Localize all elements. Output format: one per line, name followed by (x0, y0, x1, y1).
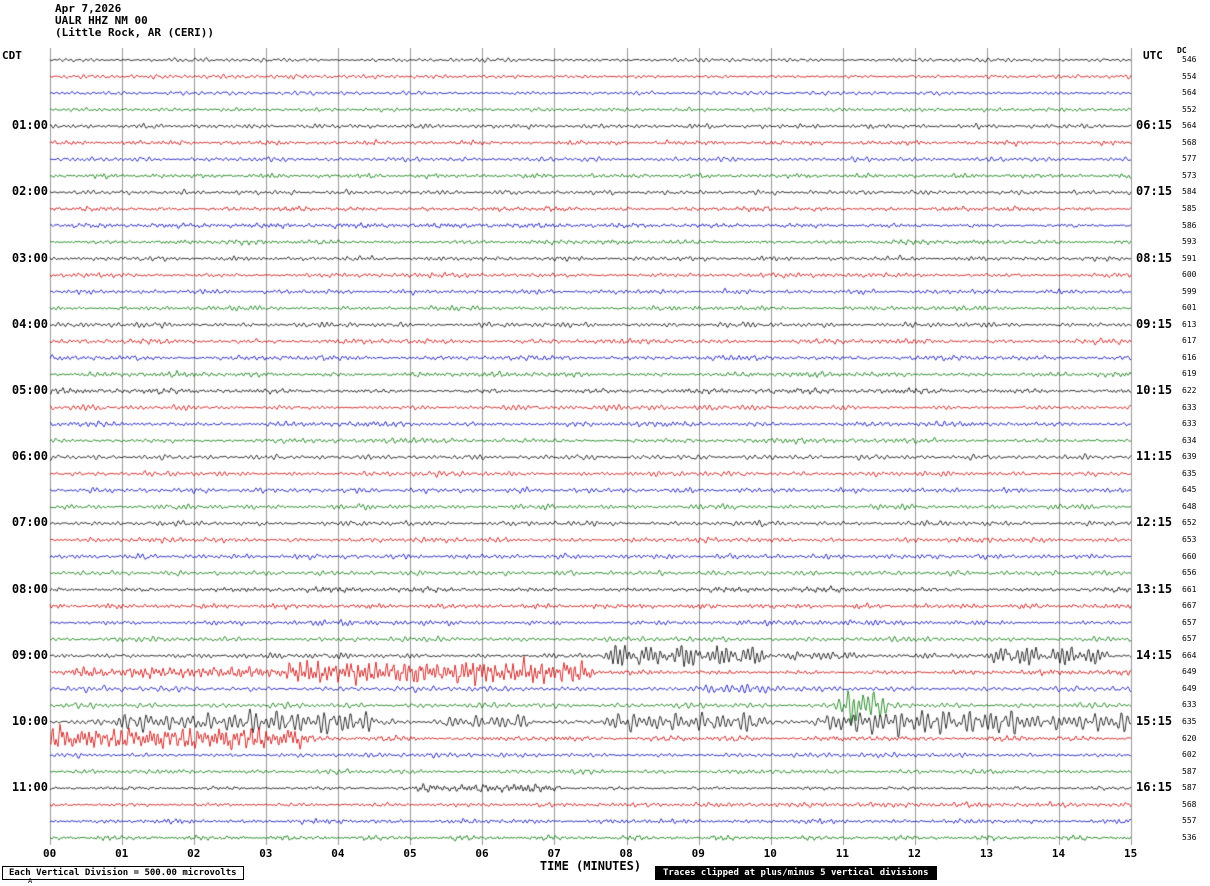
hour-label-right: 11:15 (1136, 449, 1173, 464)
x-tick-label: 01 (115, 847, 129, 860)
x-axis-title: TIME (MINUTES) (539, 859, 642, 873)
dc-value: 602 (1182, 750, 1197, 760)
x-tick-label: 14 (1051, 847, 1066, 860)
dc-value: 639 (1182, 452, 1197, 462)
x-tick-label: 12 (907, 847, 922, 860)
hour-label-right: 06:15 (1136, 118, 1173, 133)
dc-value: 660 (1182, 551, 1197, 561)
dc-value: 634 (1182, 435, 1197, 445)
dc-value: 656 (1182, 568, 1197, 578)
hour-label-right: 07:15 (1136, 184, 1173, 199)
hour-label-left: 02:00 (11, 184, 48, 199)
x-tick-label: 02 (187, 847, 201, 860)
dc-value: 620 (1182, 733, 1197, 743)
dc-value: 633 (1182, 402, 1197, 412)
dc-value: 635 (1182, 468, 1197, 478)
dc-value: 564 (1182, 121, 1197, 131)
dc-value: 661 (1182, 584, 1197, 594)
dc-value: 546 (1182, 55, 1197, 64)
x-tick-label: 07 (547, 847, 561, 860)
dc-value: 622 (1182, 386, 1197, 395)
dc-value: 573 (1182, 170, 1197, 180)
dc-value: 536 (1182, 832, 1197, 842)
dc-value: 619 (1182, 369, 1197, 379)
hour-label-right: 16:15 (1136, 780, 1173, 795)
hour-label-right: 14:15 (1136, 647, 1173, 662)
dc-value: 653 (1182, 534, 1197, 544)
dc-value: 657 (1182, 634, 1197, 644)
hour-label-right: 10:15 (1136, 383, 1173, 397)
dc-value: 633 (1182, 419, 1197, 429)
x-tick-label: 04 (331, 847, 345, 860)
x-tick-label: 05 (403, 847, 417, 860)
dc-value: 649 (1182, 667, 1197, 677)
dc-value: 554 (1182, 71, 1197, 81)
x-tick-label: 00 (43, 847, 57, 860)
hour-label-right: 08:15 (1136, 250, 1173, 265)
x-tick-label: 10 (763, 847, 777, 860)
hour-label-right: 13:15 (1136, 581, 1173, 596)
dc-value: 648 (1182, 501, 1197, 511)
x-tick-label: 03 (259, 847, 273, 860)
dc-value: 568 (1182, 799, 1197, 809)
hour-label-left: 10:00 (11, 714, 48, 728)
dc-value: 635 (1182, 717, 1197, 726)
x-tick-label: 09 (691, 847, 705, 860)
hour-label-left: 03:00 (11, 250, 48, 265)
hour-label-left: 08:00 (11, 581, 48, 596)
hour-label-left: 06:00 (11, 449, 48, 464)
clip-note: Traces clipped at plus/minus 5 vertical … (655, 866, 937, 880)
dc-value: 600 (1182, 270, 1197, 280)
hour-label-left: 11:00 (11, 780, 48, 795)
x-tick-label: 13 (979, 847, 994, 860)
dc-value: 667 (1182, 601, 1197, 611)
dc-value: 577 (1182, 154, 1197, 164)
corner-mark: A (28, 877, 33, 885)
hour-label-left: 09:00 (11, 647, 48, 662)
dc-value: 584 (1182, 187, 1197, 197)
hour-label-right: 09:15 (1136, 316, 1173, 331)
scale-note: Each Vertical Division = 500.00 microvol… (2, 866, 244, 880)
x-tick-label: 06 (475, 847, 489, 860)
hour-label-right: 15:15 (1136, 714, 1173, 728)
dc-value: 616 (1182, 352, 1197, 362)
dc-value: 649 (1182, 683, 1197, 693)
dc-value: 591 (1182, 253, 1197, 263)
dc-value: 552 (1182, 104, 1197, 114)
hour-label-left: 01:00 (11, 118, 48, 133)
dc-value: 587 (1182, 766, 1197, 776)
dc-value: 613 (1182, 319, 1197, 329)
hour-label-right: 12:15 (1136, 515, 1173, 530)
hour-label-left: 05:00 (11, 383, 48, 397)
hour-label-left: 07:00 (11, 515, 48, 530)
dc-value: 633 (1182, 700, 1197, 710)
dc-value: 645 (1182, 485, 1197, 495)
dc-value: 599 (1182, 286, 1197, 296)
dc-value: 664 (1182, 650, 1197, 660)
dc-value: 617 (1182, 336, 1197, 346)
dc-value: 652 (1182, 518, 1197, 528)
dc-value: 587 (1182, 783, 1197, 793)
x-tick-label: 08 (619, 847, 633, 860)
x-tick-label: 11 (835, 847, 849, 860)
dc-value: 601 (1182, 303, 1197, 313)
dc-value: 585 (1182, 203, 1197, 213)
dc-value: 568 (1182, 137, 1197, 147)
x-tick-label: 15 (1124, 847, 1138, 860)
dc-value: 557 (1182, 816, 1197, 826)
dc-value: 593 (1182, 237, 1197, 247)
hour-label-left: 04:00 (11, 316, 48, 331)
dc-value: 657 (1182, 617, 1197, 627)
dc-value: 586 (1182, 220, 1197, 230)
dc-value: 564 (1182, 88, 1197, 98)
